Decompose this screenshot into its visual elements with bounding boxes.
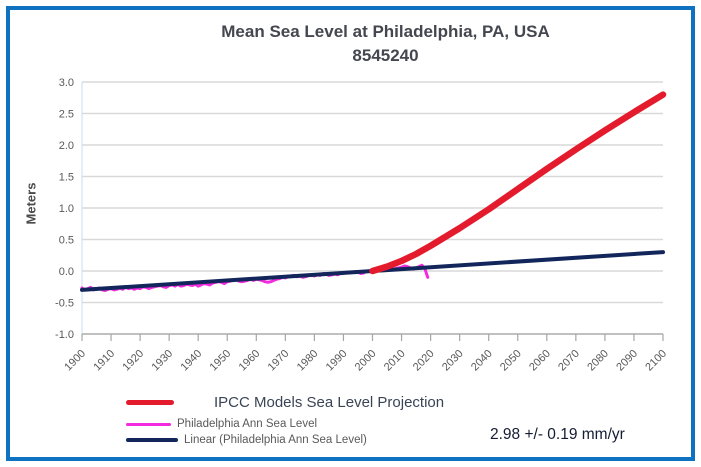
legend-item-linear-trend: Linear (Philadelphia Ann Sea Level) (126, 434, 444, 446)
x-tick-label: 1940 (179, 348, 205, 374)
legend-swatch-annual-sea-level (126, 422, 171, 426)
x-tick-label: 1950 (208, 348, 234, 374)
y-tick-label: -1.0 (55, 329, 74, 341)
chart-subtitle: 8545240 (352, 46, 419, 65)
x-tick-label: 2090 (614, 348, 640, 374)
legend-swatch-ipcc-projection (126, 400, 174, 405)
x-tick-label: 1930 (149, 348, 175, 374)
trend-rate-annotation: 2.98 +/- 0.19 mm/yr (490, 426, 625, 443)
legend: IPCC Models Sea Level Projection Philade… (126, 394, 444, 446)
y-tick-label: 1.0 (59, 203, 74, 215)
x-tick-label: 2030 (440, 348, 466, 374)
x-tick-label: 1980 (295, 348, 321, 374)
x-tick-label: 1910 (91, 348, 117, 374)
legend-label-linear-trend: Linear (Philadelphia Ann Sea Level) (184, 434, 367, 446)
y-tick-label: 2.0 (59, 140, 74, 152)
x-tick-label: 2040 (469, 348, 495, 374)
y-tick-label: 1.5 (59, 172, 74, 184)
x-tick-label: 2050 (498, 348, 524, 374)
legend-label-ipcc-projection: IPCC Models Sea Level Projection (214, 394, 445, 411)
x-tick-label: 1960 (237, 348, 263, 374)
y-tick-label: 0.0 (59, 266, 74, 278)
x-tick-label: 2100 (643, 348, 669, 374)
x-tick-label: 1920 (120, 348, 146, 374)
x-tick-label: 2020 (411, 348, 437, 374)
x-tick-label: 1990 (324, 348, 350, 374)
x-tick-label: 1970 (266, 348, 292, 374)
y-tick-label: 3.0 (59, 77, 74, 89)
legend-label-annual-sea-level: Philadelphia Ann Sea Level (177, 418, 318, 430)
y-tick-label: -0.5 (55, 298, 74, 310)
y-axis-title: Meters (23, 182, 39, 225)
x-tick-label: 1900 (62, 348, 88, 374)
legend-item-ipcc-projection: IPCC Models Sea Level Projection (126, 394, 444, 411)
y-tick-label: 2.5 (59, 109, 74, 121)
chart-title: Mean Sea Level at Philadelphia, PA, USA (221, 22, 550, 41)
x-tick-label: 2080 (585, 348, 611, 374)
y-tick-label: 0.5 (59, 235, 74, 247)
x-tick-label: 2060 (527, 348, 553, 374)
series-line-ipcc-models-sea-level-projection (369, 91, 667, 275)
x-tick-label: 2070 (556, 348, 582, 374)
legend-swatch-linear-trend (126, 438, 178, 442)
legend-item-annual-sea-level: Philadelphia Ann Sea Level (126, 418, 444, 430)
x-tick-label: 2010 (382, 348, 408, 374)
x-tick-label: 2000 (353, 348, 379, 374)
